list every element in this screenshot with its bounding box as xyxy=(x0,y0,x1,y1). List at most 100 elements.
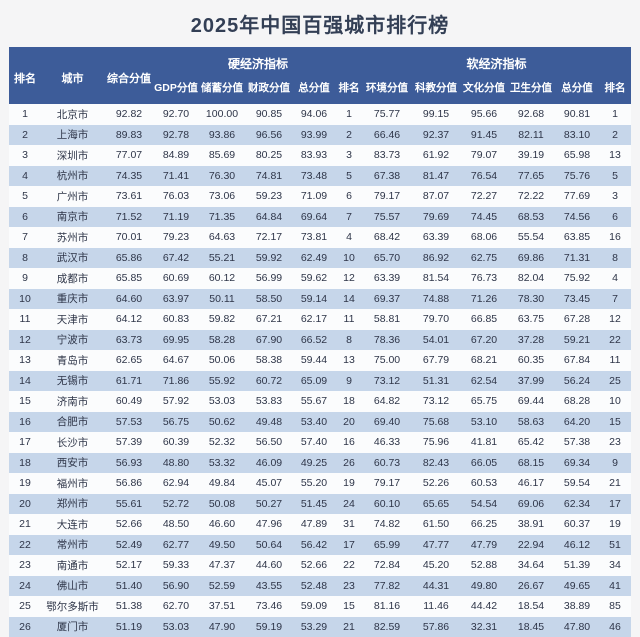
score-cell: 54.54 xyxy=(461,494,508,515)
score-cell: 22 xyxy=(335,555,362,576)
score-cell: 7 xyxy=(600,289,631,310)
table-header: 排名 城市 综合分值 硬经济指标 软经济指标 GDP分值储蓄分值财政分值总分值排… xyxy=(9,47,630,104)
score-cell: 45.07 xyxy=(245,473,292,494)
rank-cell: 7 xyxy=(9,227,40,248)
score-cell: 46.12 xyxy=(555,535,600,556)
score-cell: 49.48 xyxy=(245,412,292,433)
score-cell: 24 xyxy=(335,494,362,515)
city-cell: 福州市 xyxy=(40,473,104,494)
score-cell: 71.86 xyxy=(153,371,198,392)
score-cell: 62.17 xyxy=(292,309,335,330)
score-cell: 63.75 xyxy=(508,309,555,330)
score-cell: 31 xyxy=(335,514,362,535)
rank-cell: 4 xyxy=(9,166,40,187)
score-cell: 63.73 xyxy=(104,330,153,351)
rank-cell: 23 xyxy=(9,555,40,576)
city-cell: 无锡市 xyxy=(40,371,104,392)
score-cell: 16 xyxy=(335,432,362,453)
score-cell: 1 xyxy=(600,104,631,125)
score-cell: 21 xyxy=(335,617,362,637)
score-cell: 7 xyxy=(335,207,362,228)
score-cell: 63.39 xyxy=(363,268,412,289)
score-cell: 34 xyxy=(600,555,631,576)
score-cell: 93.86 xyxy=(198,125,245,146)
score-cell: 11.46 xyxy=(412,596,461,617)
score-cell: 5 xyxy=(600,166,631,187)
sub-col-header: 文化分值 xyxy=(461,76,508,104)
sub-col-header: 排名 xyxy=(600,76,631,104)
score-cell: 67.84 xyxy=(555,350,600,371)
score-cell: 64.82 xyxy=(363,391,412,412)
score-cell: 51 xyxy=(600,535,631,556)
score-cell: 62.49 xyxy=(292,248,335,269)
score-cell: 44.31 xyxy=(412,576,461,597)
score-cell: 74.35 xyxy=(104,166,153,187)
score-cell: 60.72 xyxy=(245,371,292,392)
score-cell: 17 xyxy=(600,494,631,515)
score-cell: 66.05 xyxy=(461,453,508,474)
score-cell: 59.09 xyxy=(292,596,335,617)
score-cell: 71.35 xyxy=(198,207,245,228)
score-cell: 15 xyxy=(600,412,631,433)
score-cell: 3 xyxy=(600,186,631,207)
score-cell: 90.85 xyxy=(245,104,292,125)
score-cell: 58.63 xyxy=(508,412,555,433)
score-cell: 60.35 xyxy=(508,350,555,371)
score-cell: 23 xyxy=(335,576,362,597)
score-cell: 79.07 xyxy=(461,145,508,166)
score-cell: 73.12 xyxy=(363,371,412,392)
score-cell: 55.20 xyxy=(292,473,335,494)
score-cell: 72.22 xyxy=(508,186,555,207)
rank-cell: 8 xyxy=(9,248,40,269)
rank-cell: 26 xyxy=(9,617,40,637)
score-cell: 83.93 xyxy=(292,145,335,166)
score-cell: 75.68 xyxy=(412,412,461,433)
score-cell: 50.08 xyxy=(198,494,245,515)
score-cell: 73.46 xyxy=(245,596,292,617)
rank-cell: 10 xyxy=(9,289,40,310)
rank-cell: 18 xyxy=(9,453,40,474)
score-cell: 46 xyxy=(600,617,631,637)
col-header-composite-score: 综合分值 xyxy=(104,47,153,104)
score-cell: 67.90 xyxy=(245,330,292,351)
score-cell: 81.47 xyxy=(412,166,461,187)
rank-cell: 24 xyxy=(9,576,40,597)
score-cell: 75.96 xyxy=(412,432,461,453)
score-cell: 71.09 xyxy=(292,186,335,207)
score-cell: 32.31 xyxy=(461,617,508,637)
score-cell: 67.21 xyxy=(245,309,292,330)
score-cell: 62.54 xyxy=(461,371,508,392)
score-cell: 92.78 xyxy=(153,125,198,146)
score-cell: 59.33 xyxy=(153,555,198,576)
score-cell: 46.33 xyxy=(363,432,412,453)
score-cell: 61.71 xyxy=(104,371,153,392)
score-cell: 25 xyxy=(600,371,631,392)
score-cell: 56.90 xyxy=(153,576,198,597)
score-cell: 81.16 xyxy=(363,596,412,617)
score-cell: 13 xyxy=(600,145,631,166)
score-cell: 60.53 xyxy=(461,473,508,494)
score-cell: 69.86 xyxy=(508,248,555,269)
score-cell: 68.15 xyxy=(508,453,555,474)
score-cell: 59.14 xyxy=(292,289,335,310)
score-cell: 93.99 xyxy=(292,125,335,146)
score-cell: 79.69 xyxy=(412,207,461,228)
city-cell: 南京市 xyxy=(40,207,104,228)
score-cell: 50.64 xyxy=(245,535,292,556)
score-cell: 59.62 xyxy=(292,268,335,289)
score-cell: 49.50 xyxy=(198,535,245,556)
score-cell: 71.19 xyxy=(153,207,198,228)
rank-cell: 15 xyxy=(9,391,40,412)
score-cell: 79.17 xyxy=(363,473,412,494)
rank-cell: 13 xyxy=(9,350,40,371)
score-cell: 69.64 xyxy=(292,207,335,228)
score-cell: 52.26 xyxy=(412,473,461,494)
score-cell: 71.52 xyxy=(104,207,153,228)
